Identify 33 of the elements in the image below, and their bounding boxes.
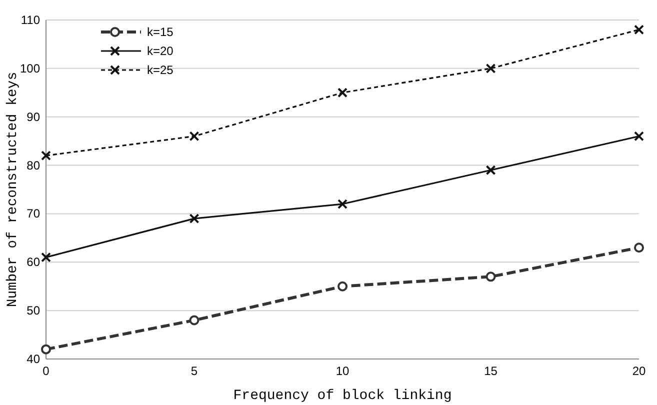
point	[634, 24, 644, 35]
point	[189, 315, 200, 326]
point	[486, 272, 496, 282]
point	[634, 242, 644, 253]
point	[338, 88, 348, 98]
point	[338, 281, 348, 292]
y-axis-title: Number of reconstructed keys	[5, 72, 21, 308]
y-tick-label: 50	[26, 304, 40, 318]
x-axis-title: Frequency of block linking	[233, 388, 452, 404]
point	[41, 150, 51, 161]
x-tick-label: 5	[190, 364, 198, 378]
point	[189, 131, 200, 142]
legend-label: k=20	[147, 44, 174, 58]
y-tick-label: 100	[20, 61, 40, 76]
point	[338, 199, 348, 210]
y-tick-label: 70	[26, 206, 40, 221]
x-tick-label: 0	[42, 364, 50, 378]
point	[634, 131, 644, 142]
point	[41, 344, 51, 354]
y-tick-label: 80	[26, 158, 40, 172]
point	[486, 165, 496, 176]
y-tick-label: 110	[20, 13, 40, 27]
point	[41, 252, 51, 262]
legend-label: k=15	[147, 25, 174, 39]
x-tick-label: 15	[484, 364, 498, 378]
y-tick-label: 60	[26, 255, 40, 270]
y-tick-label: 90	[26, 110, 40, 124]
point	[486, 63, 496, 74]
y-tick-label: 40	[26, 352, 40, 366]
x-tick-label: 20	[632, 364, 646, 378]
x-tick-label: 10	[336, 364, 350, 378]
point	[189, 214, 200, 224]
legend-label: k=25	[147, 63, 174, 77]
